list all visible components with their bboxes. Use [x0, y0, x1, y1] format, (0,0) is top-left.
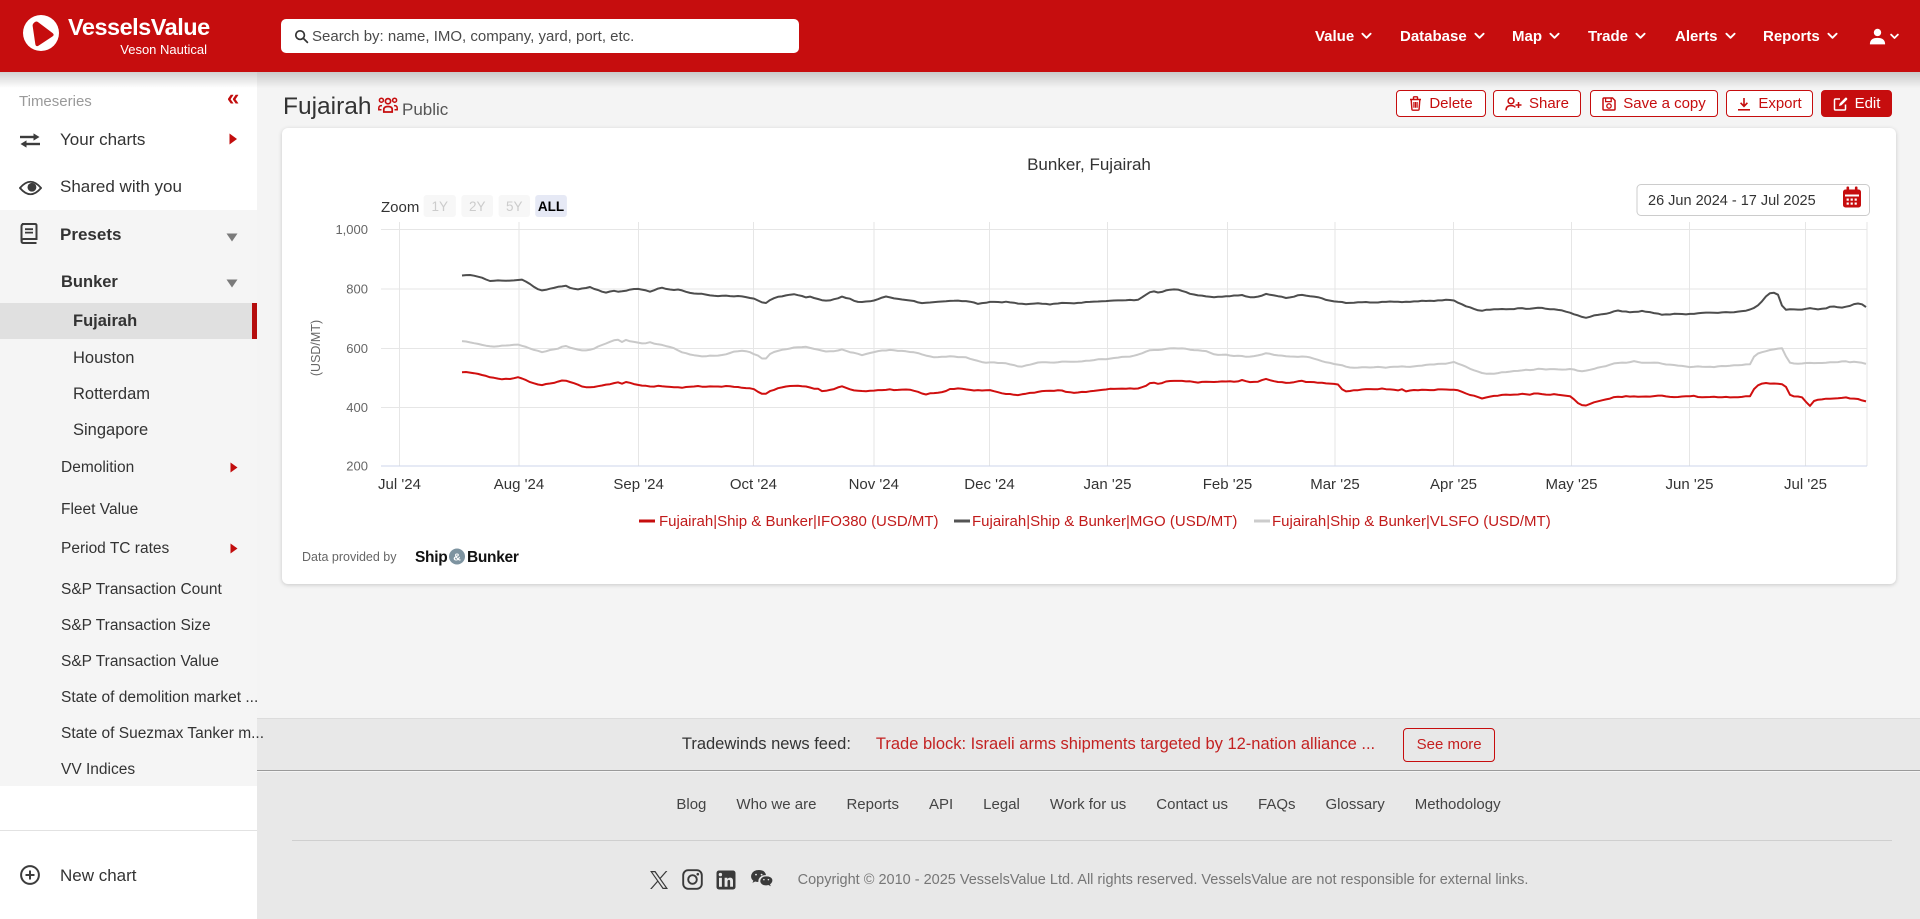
svg-text:400: 400 — [346, 400, 368, 415]
svg-text:2Y: 2Y — [469, 199, 486, 214]
svg-text:Nov '24: Nov '24 — [849, 476, 899, 493]
svg-text:800: 800 — [346, 282, 368, 297]
svg-text:5Y: 5Y — [506, 199, 523, 214]
svg-text:Jun '25: Jun '25 — [1666, 476, 1714, 493]
svg-text:Jul '24: Jul '24 — [378, 476, 421, 493]
svg-text:26 Jun 2024 - 17 Jul 2025: 26 Jun 2024 - 17 Jul 2025 — [1648, 193, 1816, 209]
svg-text:Jan '25: Jan '25 — [1084, 476, 1132, 493]
svg-text:Fujairah|Ship & Bunker|VLSFO (: Fujairah|Ship & Bunker|VLSFO (USD/MT) — [1272, 513, 1551, 530]
svg-text:Aug '24: Aug '24 — [494, 476, 544, 493]
svg-text:600: 600 — [346, 341, 368, 356]
svg-text:Fujairah|Ship & Bunker|IFO380: Fujairah|Ship & Bunker|IFO380 (USD/MT) — [659, 513, 939, 530]
svg-text:ALL: ALL — [538, 199, 564, 214]
svg-text:Data provided by: Data provided by — [302, 550, 397, 564]
svg-text:Zoom: Zoom — [381, 199, 419, 216]
svg-text:Bunker, Fujairah: Bunker, Fujairah — [1027, 155, 1151, 174]
svg-text:1,000: 1,000 — [335, 222, 368, 237]
svg-text:Feb '25: Feb '25 — [1203, 476, 1253, 493]
svg-text:200: 200 — [346, 459, 368, 474]
svg-text:May '25: May '25 — [1545, 476, 1597, 493]
svg-text:Oct '24: Oct '24 — [730, 476, 777, 493]
svg-text:Bunker: Bunker — [467, 549, 519, 566]
svg-text:Apr '25: Apr '25 — [1430, 476, 1477, 493]
svg-text:Fujairah|Ship & Bunker|MGO (US: Fujairah|Ship & Bunker|MGO (USD/MT) — [972, 513, 1237, 530]
svg-text:Dec '24: Dec '24 — [964, 476, 1014, 493]
svg-text:Sep '24: Sep '24 — [613, 476, 663, 493]
svg-text:Mar '25: Mar '25 — [1310, 476, 1360, 493]
svg-text:Jul '25: Jul '25 — [1784, 476, 1827, 493]
svg-text:(USD/MT): (USD/MT) — [309, 320, 323, 376]
svg-text:1Y: 1Y — [431, 199, 448, 214]
svg-text:&: & — [453, 552, 461, 564]
svg-text:Ship: Ship — [415, 549, 447, 566]
